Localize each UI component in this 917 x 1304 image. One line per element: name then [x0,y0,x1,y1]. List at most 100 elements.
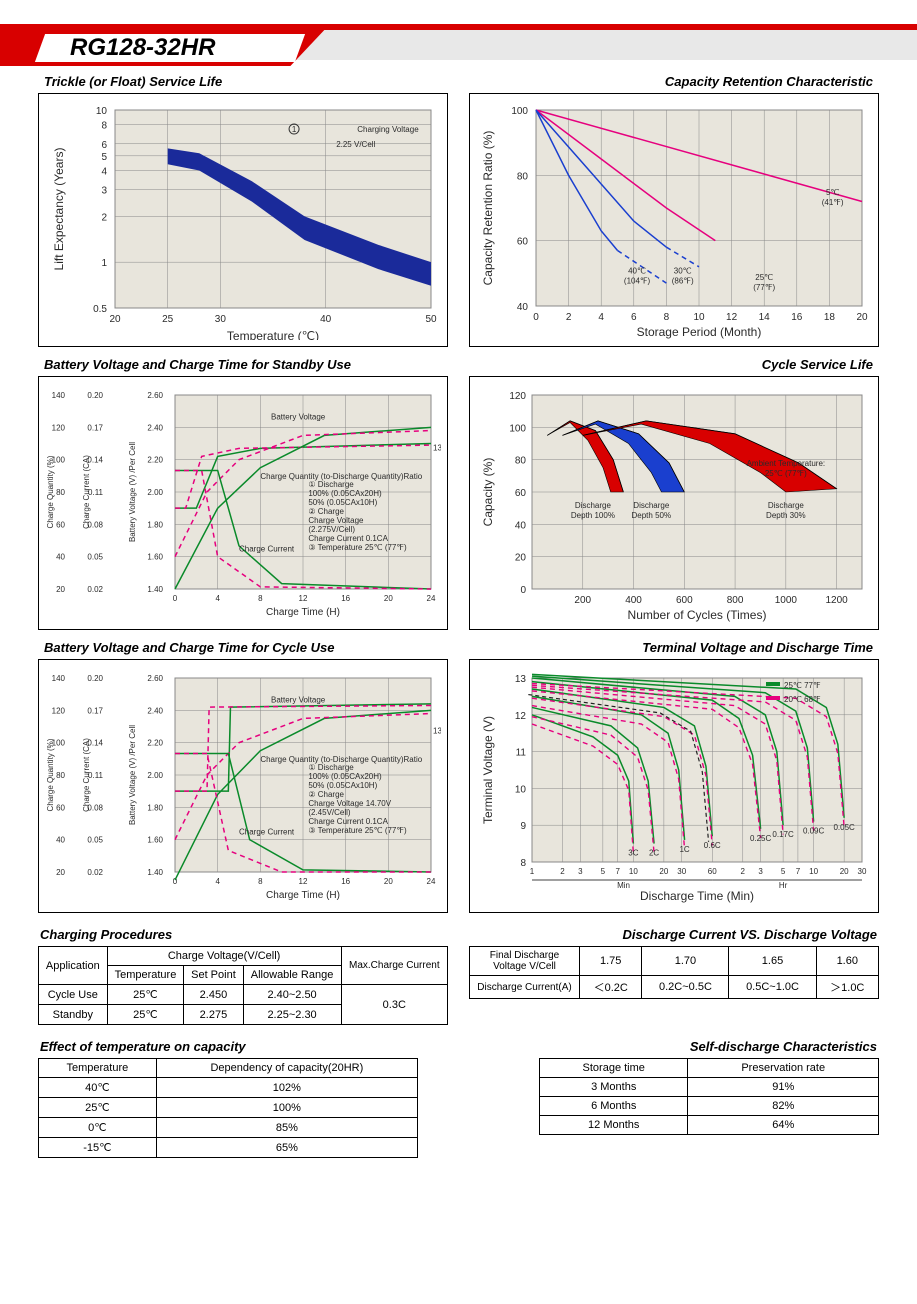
chart-standby: 04812162024204060801001201400.020.050.08… [38,376,448,630]
table-title-charging: Charging Procedures [40,927,448,942]
svg-text:18: 18 [824,312,836,323]
table-self-disch: Storage timePreservation rate 3 Months91… [539,1058,879,1135]
chart-cycle-use: 04812162024204060801001201400.020.050.08… [38,659,448,913]
table-title-self-disch: Self-discharge Characteristics [539,1039,877,1054]
chart-cycle-life: 20040060080010001200020406080100120Disch… [469,376,879,630]
svg-text:120: 120 [509,391,526,402]
svg-text:50% (0.05CAx10H): 50% (0.05CAx10H) [308,498,377,507]
svg-text:12: 12 [299,877,308,886]
svg-text:Charge Quantity (%): Charge Quantity (%) [46,738,55,811]
svg-text:600: 600 [676,595,693,606]
svg-text:60: 60 [708,867,717,876]
svg-text:20: 20 [659,867,668,876]
svg-text:Number of Cycles (Times): Number of Cycles (Times) [628,608,767,622]
svg-text:20: 20 [56,585,65,594]
svg-text:Depth 30%: Depth 30% [766,511,806,520]
chart-terminal: 891011121312357102030602357102030MinHr3C… [469,659,879,913]
svg-text:20: 20 [384,877,393,886]
svg-text:100: 100 [509,423,526,434]
svg-text:2: 2 [741,867,746,876]
svg-text:4: 4 [598,312,604,323]
svg-text:30: 30 [677,867,686,876]
svg-text:Discharge: Discharge [768,501,805,510]
svg-text:40: 40 [517,302,529,313]
svg-text:Depth 50%: Depth 50% [632,511,672,520]
svg-text:140: 140 [52,674,66,683]
svg-text:30: 30 [858,867,867,876]
table-title-disch-vs: Discharge Current VS. Discharge Voltage [469,927,877,942]
svg-text:0.17: 0.17 [87,423,103,432]
svg-text:60: 60 [515,488,527,499]
chart-title-cycle-life: Cycle Service Life [469,357,873,372]
svg-text:0.02: 0.02 [87,868,103,877]
svg-text:Depth 100%: Depth 100% [571,511,615,520]
svg-text:10: 10 [96,106,108,117]
table-temp-cap: TemperatureDependency of capacity(20HR) … [38,1058,418,1158]
svg-text:16: 16 [341,877,350,886]
svg-text:13.65V: 13.65V [433,727,441,736]
svg-text:20: 20 [840,867,849,876]
svg-text:25℃ (77℉): 25℃ (77℉) [765,469,807,478]
svg-text:80: 80 [56,488,65,497]
svg-text:40: 40 [515,520,527,531]
svg-text:13: 13 [515,674,527,685]
svg-text:0.20: 0.20 [87,674,103,683]
svg-text:1.40: 1.40 [147,585,163,594]
svg-text:Hr: Hr [779,881,788,890]
svg-text:100% (0.05CAx20H): 100% (0.05CAx20H) [308,489,382,498]
svg-text:1: 1 [530,867,535,876]
svg-text:8: 8 [258,877,263,886]
svg-text:24: 24 [427,877,436,886]
svg-text:40: 40 [56,836,65,845]
svg-text:Min: Min [617,881,630,890]
svg-text:3: 3 [101,186,107,197]
svg-text:20: 20 [856,312,868,323]
svg-text:2.40: 2.40 [147,423,163,432]
svg-text:1.60: 1.60 [147,553,163,562]
svg-text:Capacity (%): Capacity (%) [481,458,495,527]
svg-text:3: 3 [758,867,763,876]
svg-text:(41℉): (41℉) [822,198,844,207]
model-number: RG128-32HR [70,34,215,62]
table-disch-vs: Final Discharge Voltage V/Cell 1.751.70 … [469,946,879,999]
table-title-temp-cap: Effect of temperature on capacity [40,1039,418,1054]
svg-text:7: 7 [615,867,620,876]
svg-text:Charge Time (H): Charge Time (H) [266,890,340,901]
svg-text:Charge Voltage: Charge Voltage [308,516,364,525]
svg-text:800: 800 [727,595,744,606]
svg-text:Charge Current 0.1CA: Charge Current 0.1CA [308,534,388,543]
svg-text:60: 60 [517,237,529,248]
svg-text:0.5: 0.5 [93,304,107,315]
svg-text:Battery Voltage: Battery Voltage [271,412,326,421]
svg-text:Temperature (℃): Temperature (℃) [227,329,319,340]
svg-text:25℃: 25℃ [755,273,773,282]
svg-text:2.20: 2.20 [147,739,163,748]
chart-title-retention: Capacity Retention Characteristic [469,74,873,89]
svg-text:40: 40 [56,553,65,562]
svg-text:Discharge Time (Min): Discharge Time (Min) [640,889,754,903]
svg-text:Charge Voltage 14.70V: Charge Voltage 14.70V [308,799,391,808]
svg-text:14: 14 [759,312,771,323]
svg-text:8: 8 [258,594,263,603]
svg-text:1.80: 1.80 [147,520,163,529]
svg-text:0.09C: 0.09C [803,827,825,836]
svg-text:30: 30 [215,314,227,325]
svg-text:50: 50 [425,314,437,325]
svg-text:80: 80 [517,171,529,182]
svg-text:5℃: 5℃ [826,188,839,197]
svg-text:20℃ 68℉: 20℃ 68℉ [784,695,821,704]
svg-text:Terminal Voltage (V): Terminal Voltage (V) [481,716,495,824]
svg-text:1.40: 1.40 [147,868,163,877]
svg-text:Charging Voltage: Charging Voltage [357,125,419,134]
svg-text:0: 0 [533,312,539,323]
svg-text:2.60: 2.60 [147,391,163,400]
svg-text:10: 10 [693,312,705,323]
svg-text:400: 400 [625,595,642,606]
svg-text:0.02: 0.02 [87,585,103,594]
svg-text:13.65V: 13.65V [433,444,441,453]
svg-text:2.40: 2.40 [147,706,163,715]
svg-text:1C: 1C [679,845,689,854]
svg-text:Battery Voltage (V) /Per Cell: Battery Voltage (V) /Per Cell [128,442,137,542]
svg-text:Battery Voltage (V) /Per Cell: Battery Voltage (V) /Per Cell [128,725,137,825]
svg-text:2.20: 2.20 [147,456,163,465]
